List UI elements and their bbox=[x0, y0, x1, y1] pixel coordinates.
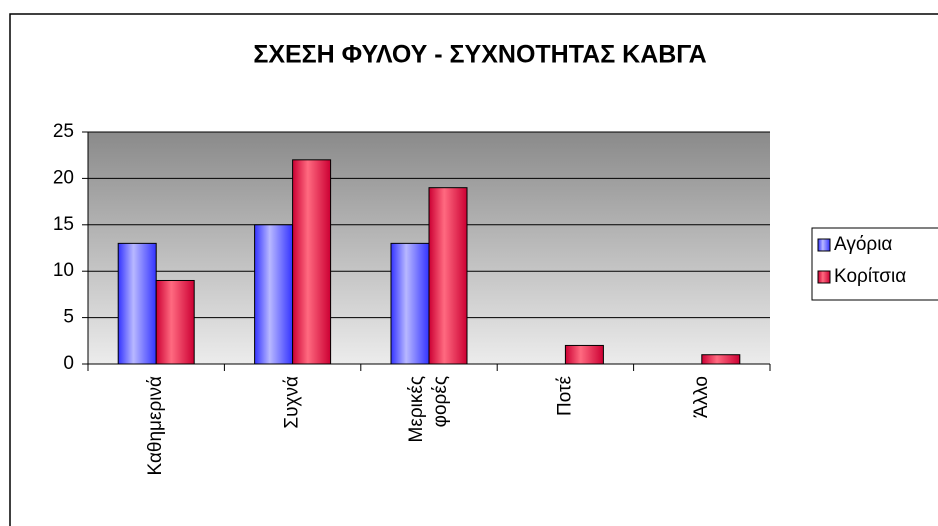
bar bbox=[117, 242, 157, 365]
bar bbox=[428, 187, 468, 365]
x-tick-label: Καθημερινά bbox=[145, 376, 166, 476]
y-tick-label: 0 bbox=[63, 353, 74, 374]
y-tick-label: 5 bbox=[63, 307, 74, 328]
y-tick-label: 20 bbox=[53, 167, 74, 188]
legend-box bbox=[811, 227, 938, 301]
legend-swatch bbox=[817, 270, 831, 284]
x-tick-label: Μερικές φορές bbox=[406, 376, 451, 442]
y-tick-label: 10 bbox=[53, 260, 74, 281]
y-tick-label: 25 bbox=[53, 121, 74, 142]
bar bbox=[701, 354, 741, 365]
bar bbox=[564, 344, 604, 365]
x-tick-label: Άλλο bbox=[691, 376, 712, 418]
bar bbox=[254, 224, 294, 365]
bar bbox=[155, 279, 195, 365]
y-tick-label: 15 bbox=[53, 214, 74, 235]
x-tick-label: Συχνά bbox=[282, 376, 303, 429]
chart-title: ΣΧΕΣΗ ΦΥΛΟΥ - ΣΥΧΝΟΤΗΤΑΣ ΚΑΒΓΑ bbox=[253, 41, 706, 69]
bar bbox=[390, 242, 430, 365]
legend-label: Κορίτσια bbox=[834, 266, 906, 287]
legend-swatch bbox=[817, 238, 831, 252]
legend-label: Αγόρια bbox=[834, 234, 892, 255]
x-tick-label: Ποτέ bbox=[554, 375, 575, 416]
bar bbox=[292, 159, 332, 365]
